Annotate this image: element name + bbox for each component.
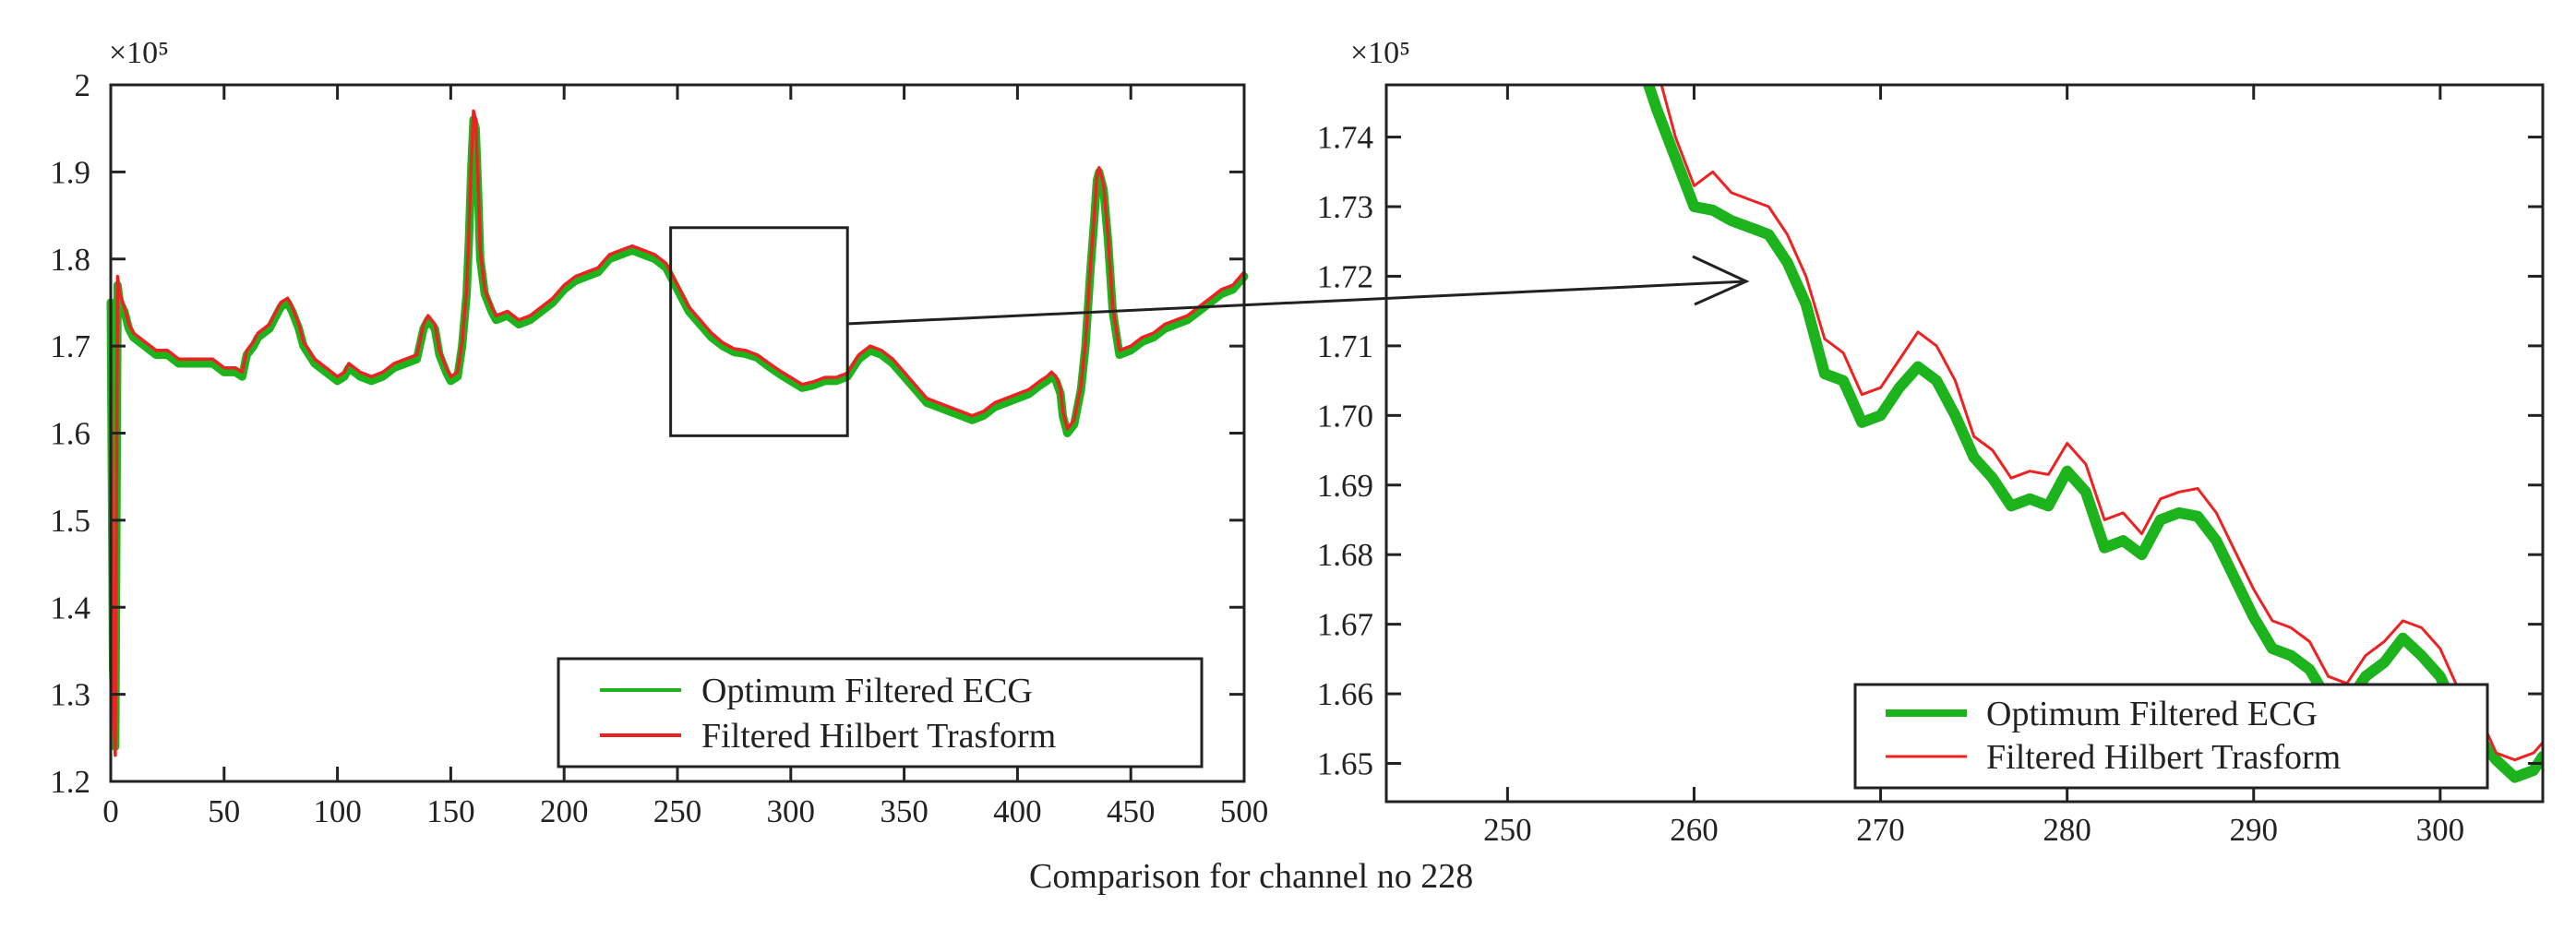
x-tick-label: 250 — [1483, 812, 1532, 848]
zoom-connector-line — [845, 280, 1747, 326]
legend-label-hilbert: Filtered Hilbert Trasform — [701, 717, 1056, 756]
x-tick-label: 500 — [1220, 793, 1269, 829]
zoom-view-series — [1642, 85, 2543, 783]
legend-label-optimum: Optimum Filtered ECG — [1986, 695, 2318, 733]
y-tick-label: 1.7 — [50, 328, 90, 364]
y-tick-label: 1.8 — [50, 242, 90, 278]
zoom-view-plot-frame — [1384, 83, 2545, 804]
x-tick-label: 300 — [767, 793, 816, 829]
x-tick-label: 50 — [208, 793, 240, 829]
x-tick-label: 300 — [2416, 812, 2465, 848]
x-tick-label: 280 — [2043, 812, 2091, 848]
zoom-connector-arrowhead — [1692, 255, 1750, 306]
y-tick-label: 1.9 — [50, 154, 90, 190]
y-tick-label: 1.68 — [1317, 537, 1373, 573]
y-tick-label: 1.73 — [1317, 189, 1373, 225]
y-tick-label: 1.69 — [1317, 468, 1373, 504]
zoom-view-legend-box — [1853, 683, 2489, 790]
full-view-legend: Optimum Filtered ECG Filtered Hilbert Tr… — [557, 657, 1204, 768]
zoom-view-panel: 1.65 1.66 1.67 1.68 1.69 1.70 1.71 1.72 1.73 1.74… — [1317, 36, 2545, 848]
x-tick-label: 0 — [102, 793, 119, 829]
zoom-view-y-multiplier: ×10⁵ — [1350, 36, 1410, 70]
x-tick-label: 250 — [653, 793, 702, 829]
x-tick-label: 260 — [1670, 812, 1719, 848]
x-tick-label: 150 — [426, 793, 475, 829]
full-view-series — [106, 109, 1249, 757]
y-tick-label: 1.74 — [1317, 120, 1373, 156]
y-tick-label: 1.2 — [50, 764, 90, 800]
x-tick-label: 350 — [880, 793, 929, 829]
y-tick-label: 1.67 — [1317, 607, 1373, 643]
series-line-hilbert — [109, 109, 1246, 757]
full-view-y-tick-labels: 1.2 1.3 1.4 1.5 1.6 1.7 1.8 1.9 2 — [50, 67, 90, 800]
y-tick-label: 1.5 — [50, 503, 90, 539]
full-view-x-tick-labels: 0 50 100 150 200 250 300 350 400 450 500 — [102, 793, 1268, 829]
full-view-y-multiplier: ×10⁵ — [109, 36, 169, 70]
full-view-legend-box — [557, 657, 1204, 768]
series-line-hilbert — [1659, 85, 2543, 762]
zoom-view-x-tick-labels: 250 260 270 280 290 300 — [1483, 812, 2464, 848]
x-tick-label: 450 — [1107, 793, 1156, 829]
series-line-optimum — [1642, 85, 2543, 783]
x-tick-label: 290 — [2230, 812, 2279, 848]
y-tick-label: 1.4 — [50, 590, 90, 625]
zoom-region-box — [669, 226, 849, 437]
zoom-view-y-tick-labels: 1.65 1.66 1.67 1.68 1.69 1.70 1.71 1.72 1.73 1.74 — [1317, 120, 1373, 782]
zoom-connector-arrow — [845, 255, 1750, 326]
y-tick-label: 1.70 — [1317, 398, 1373, 434]
y-tick-label: 2 — [75, 67, 91, 103]
y-tick-label: 1.72 — [1317, 258, 1373, 294]
y-tick-label: 1.65 — [1317, 746, 1373, 782]
y-tick-label: 1.71 — [1317, 328, 1373, 364]
full-view-ticks — [109, 83, 1246, 783]
x-tick-label: 400 — [993, 793, 1042, 829]
x-tick-label: 200 — [540, 793, 589, 829]
legend-label-hilbert: Filtered Hilbert Trasform — [1986, 738, 2341, 777]
full-view-panel: 1.2 1.3 1.4 1.5 1.6 1.7 1.8 1.9 2 0 50 100 150 200 25… — [50, 36, 1268, 829]
zoom-view-legend: Optimum Filtered ECG Filtered Hilbert Tr… — [1853, 683, 2489, 790]
zoom-view-ticks — [1386, 85, 2543, 802]
x-tick-label: 100 — [313, 793, 362, 829]
series-line-optimum — [106, 115, 1249, 751]
legend-label-optimum: Optimum Filtered ECG — [701, 672, 1033, 710]
figure-caption: Comparison for channel no 228 — [1029, 857, 1473, 896]
y-tick-label: 1.3 — [50, 677, 90, 713]
x-tick-label: 270 — [1856, 812, 1905, 848]
y-tick-label: 1.6 — [50, 416, 90, 452]
y-tick-label: 1.66 — [1317, 676, 1373, 712]
